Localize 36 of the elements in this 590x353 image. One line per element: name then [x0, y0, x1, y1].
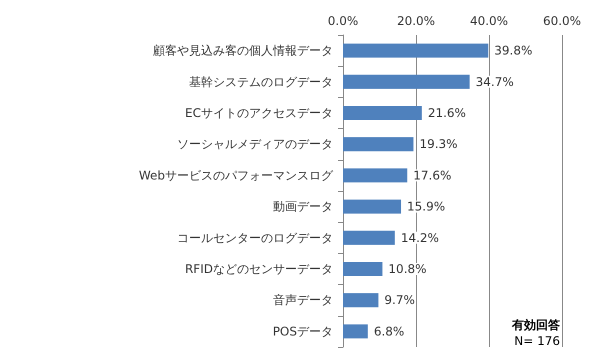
- data-label: 17.6%: [413, 168, 452, 182]
- bar: [343, 44, 488, 58]
- bar: [343, 137, 414, 152]
- data-label: 6.8%: [374, 324, 404, 338]
- annotation: 有効回答: [511, 318, 561, 332]
- bar: [343, 168, 408, 182]
- y-tick-label: ECサイトのアクセスデータ: [185, 106, 333, 120]
- bar: [343, 293, 378, 308]
- y-tick-label: POSデータ: [272, 324, 333, 338]
- y-tick-label: ソーシャルメディアのデータ: [177, 137, 333, 152]
- data-label: 39.8%: [494, 44, 532, 58]
- y-tick-label: Webサービスのパフォーマンスログ: [138, 168, 334, 182]
- data-label: 14.2%: [400, 230, 439, 245]
- bar: [343, 74, 470, 89]
- bar: [343, 324, 368, 338]
- x-tick-label: 0.0%: [328, 14, 358, 28]
- annotation: N= 176: [514, 334, 560, 348]
- y-tick-label: 基幹システムのログデータ: [189, 74, 333, 89]
- data-label: 21.6%: [428, 106, 466, 120]
- bar: [343, 106, 422, 120]
- data-label: 10.8%: [388, 262, 427, 276]
- data-label: 9.7%: [384, 293, 415, 308]
- data-label: 34.7%: [476, 74, 514, 89]
- bar: [343, 262, 382, 276]
- bar: [343, 200, 402, 214]
- y-tick-label: コールセンターのログデータ: [177, 230, 333, 245]
- data-label: 15.9%: [407, 200, 446, 214]
- y-tick-label: RFIDなどのセンサーデータ: [184, 262, 333, 276]
- y-tick-label: 顧客や見込み客の個人情報データ: [153, 44, 333, 58]
- bar: [343, 230, 395, 245]
- y-tick-label: 音声データ: [273, 293, 333, 308]
- x-tick-label: 60.0%: [542, 14, 582, 28]
- x-tick-label: 20.0%: [396, 14, 436, 28]
- y-tick-label: 動画データ: [273, 200, 333, 214]
- x-tick-label: 40.0%: [470, 14, 508, 28]
- data-label: 19.3%: [419, 137, 458, 152]
